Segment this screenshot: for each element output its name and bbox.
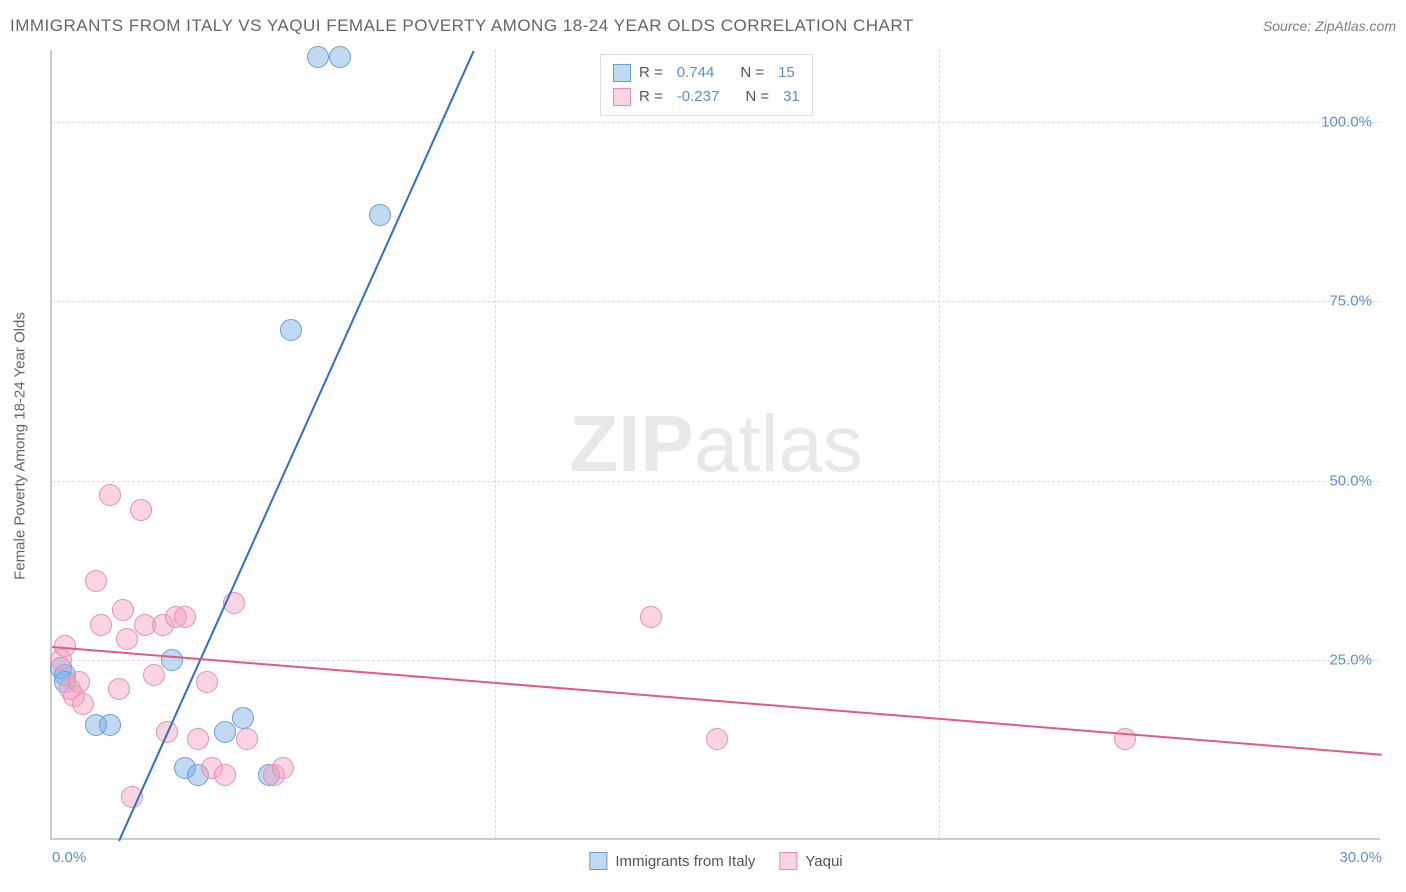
data-point [236,728,258,750]
data-point [214,764,236,786]
grid-line-h [52,122,1380,123]
data-point [99,484,121,506]
data-point [706,728,728,750]
legend-series-item: Yaqui [779,852,842,870]
data-point [187,728,209,750]
grid-line-v [495,50,496,838]
legend-swatch [589,852,607,870]
legend-r-value: 0.744 [677,61,715,85]
legend-r-value: -0.237 [677,85,720,109]
grid-line-h [52,481,1380,482]
data-point [272,757,294,779]
legend-n-label: N = [745,85,769,109]
data-point [329,46,351,68]
legend-series: Immigrants from Italy Yaqui [589,852,842,870]
y-tick-label: 50.0% [1329,472,1372,489]
y-tick-label: 100.0% [1321,113,1372,130]
legend-correlation-row: R = 0.744 N = 15 [613,61,800,85]
data-point [143,664,165,686]
x-tick-label: 0.0% [52,849,86,866]
legend-r-label: R = [639,61,663,85]
legend-n-value: 15 [778,61,795,85]
watermark: ZIPatlas [569,398,862,490]
legend-correlation: R = 0.744 N = 15 R = -0.237 N = 31 [600,54,813,116]
legend-n-value: 31 [783,85,800,109]
y-tick-label: 25.0% [1329,652,1372,669]
source-label: Source: ZipAtlas.com [1263,18,1396,34]
plot-area: ZIPatlas 25.0%50.0%75.0%100.0%0.0%30.0% … [50,50,1380,840]
data-point [307,46,329,68]
legend-series-label: Yaqui [805,853,842,870]
legend-r-label: R = [639,85,663,109]
data-point [369,204,391,226]
y-axis-label: Female Poverty Among 18-24 Year Olds [12,312,29,580]
data-point [174,606,196,628]
legend-swatch [779,852,797,870]
title-bar: IMMIGRANTS FROM ITALY VS YAQUI FEMALE PO… [10,10,1396,42]
data-point [108,678,130,700]
legend-series-item: Immigrants from Italy [589,852,755,870]
watermark-bold: ZIP [569,399,693,488]
legend-swatch [613,64,631,82]
data-point [72,693,94,715]
trend-line [118,51,474,842]
data-point [161,649,183,671]
data-point [214,721,236,743]
chart-wrapper: IMMIGRANTS FROM ITALY VS YAQUI FEMALE PO… [0,0,1406,892]
data-point [130,499,152,521]
data-point [112,599,134,621]
data-point [196,671,218,693]
data-point [640,606,662,628]
legend-correlation-row: R = -0.237 N = 31 [613,85,800,109]
data-point [280,319,302,341]
legend-series-label: Immigrants from Italy [615,853,755,870]
chart-title: IMMIGRANTS FROM ITALY VS YAQUI FEMALE PO… [10,16,914,36]
data-point [99,714,121,736]
data-point [232,707,254,729]
data-point [90,614,112,636]
data-point [116,628,138,650]
grid-line-h [52,301,1380,302]
data-point [68,671,90,693]
y-tick-label: 75.0% [1329,293,1372,310]
watermark-rest: atlas [694,399,863,488]
legend-swatch [613,88,631,106]
x-tick-label: 30.0% [1339,849,1382,866]
legend-n-label: N = [740,61,764,85]
data-point [85,570,107,592]
